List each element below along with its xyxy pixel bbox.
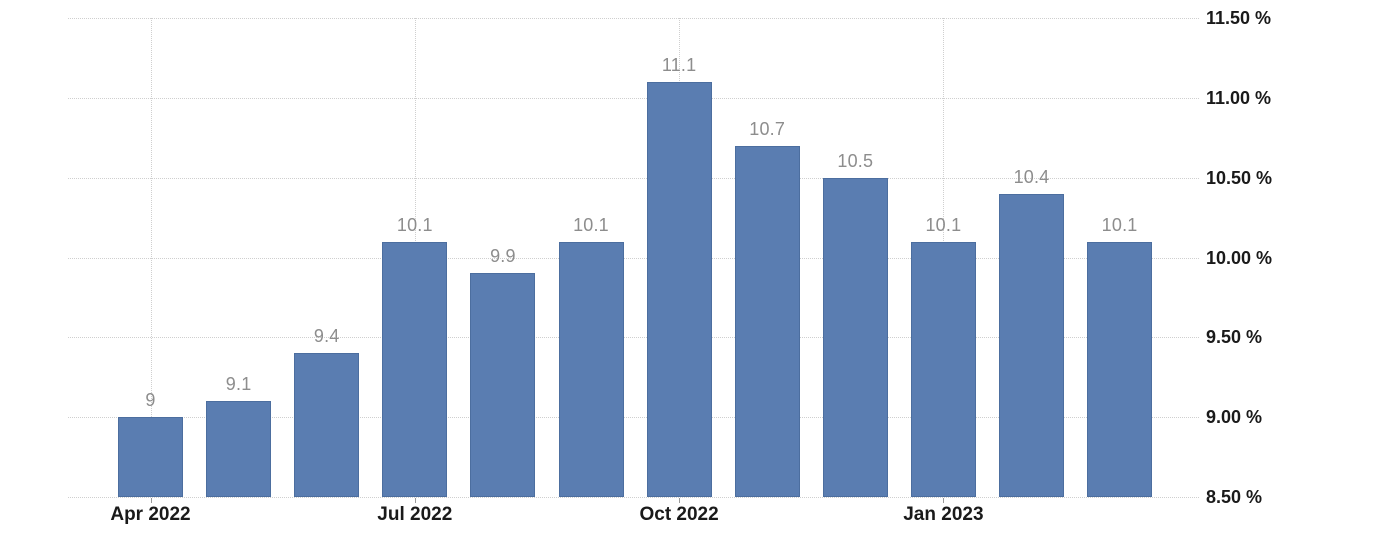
horizontal-gridline [68, 97, 1199, 99]
horizontal-gridline [68, 337, 1199, 339]
x-axis-tick-label: Jan 2023 [903, 504, 984, 525]
bar[interactable] [822, 177, 888, 497]
y-axis-tick-label: 11.50 % [1206, 8, 1272, 28]
bar[interactable] [558, 241, 624, 497]
x-axis-tick-mark [414, 498, 416, 503]
horizontal-gridline [68, 177, 1199, 179]
x-axis-tick-mark [679, 498, 681, 503]
y-axis-tick-label: 10.50 % [1206, 167, 1273, 188]
x-axis-tick-mark [150, 498, 152, 503]
horizontal-gridline [68, 417, 1199, 419]
bar-value-label: 10.1 [925, 214, 962, 235]
y-axis-tick-label: 9.00 % [1206, 407, 1263, 428]
bar[interactable] [1087, 241, 1153, 497]
vertical-gridline [150, 18, 152, 497]
bar-value-label: 11.1 [661, 54, 697, 75]
y-axis-tick-label: 11.00 % [1206, 87, 1272, 108]
y-axis-tick-label: 8.50 % [1206, 487, 1263, 507]
bar[interactable] [382, 241, 448, 497]
horizontal-gridline [68, 18, 1199, 19]
bar[interactable] [470, 273, 536, 497]
horizontal-gridline [68, 257, 1199, 259]
bar-value-label: 10.1 [396, 214, 433, 235]
bar[interactable] [646, 81, 712, 497]
bar[interactable] [118, 417, 183, 497]
bar[interactable] [910, 241, 976, 497]
bar-value-label: 10.5 [837, 150, 874, 171]
bar[interactable] [999, 193, 1064, 497]
bar[interactable] [206, 401, 272, 497]
y-axis-tick-label: 10.00 % [1206, 247, 1273, 268]
x-axis-tick-label: Apr 2022 [110, 504, 191, 525]
bar-value-label: 10.1 [573, 214, 609, 235]
bar-value-label: 9.1 [225, 374, 252, 395]
x-axis-tick-label: Oct 2022 [639, 504, 719, 525]
y-axis-tick-label: 9.50 % [1206, 327, 1263, 348]
bar-value-label: 9 [145, 390, 156, 411]
bar-value-label: 10.4 [1013, 166, 1050, 187]
bar[interactable] [294, 353, 360, 497]
bar-value-label: 10.1 [1101, 214, 1138, 235]
bar[interactable] [734, 145, 800, 497]
x-axis-tick-mark [943, 498, 945, 503]
bar-value-label: 10.7 [749, 118, 786, 139]
horizontal-gridline [68, 497, 1199, 498]
x-axis-tick-label: Jul 2022 [377, 504, 453, 525]
bar-value-label: 9.4 [313, 326, 340, 347]
bar-value-label: 9.9 [490, 246, 516, 267]
